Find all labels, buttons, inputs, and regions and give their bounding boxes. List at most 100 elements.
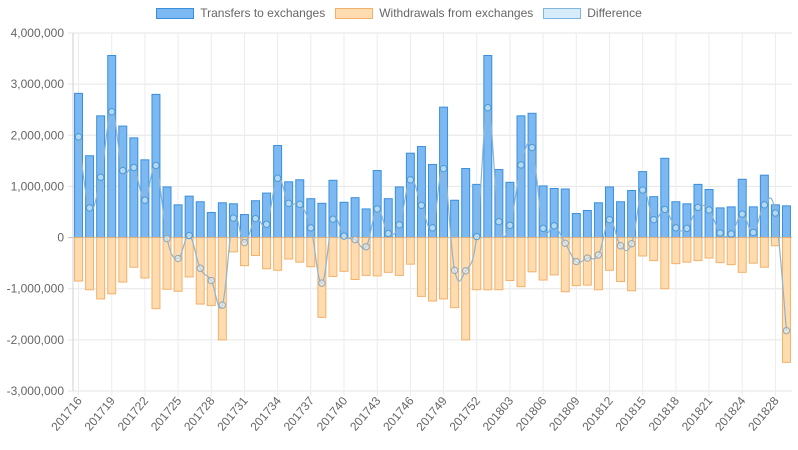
withdrawal-bar xyxy=(682,237,692,263)
transfer-bar xyxy=(494,169,504,239)
transfer-bar xyxy=(162,186,172,239)
withdrawal-bar xyxy=(428,237,437,302)
transfer-bar xyxy=(505,181,515,239)
transfer-bar xyxy=(416,146,426,239)
x-tick-label: 201828 xyxy=(745,394,782,434)
withdrawal-bar xyxy=(372,237,382,277)
difference-point xyxy=(74,133,83,141)
difference-point xyxy=(450,266,459,275)
withdrawal-bar xyxy=(439,237,449,300)
difference-point xyxy=(362,243,370,251)
difference-point xyxy=(384,229,392,238)
difference-point xyxy=(594,251,603,259)
transfer-bar xyxy=(605,186,614,239)
difference-point xyxy=(705,206,713,214)
withdrawal-bar xyxy=(737,237,747,273)
withdrawal-bar xyxy=(638,237,648,257)
y-tick-label: 3,000,000 xyxy=(11,77,65,91)
difference-point xyxy=(771,209,780,217)
difference-point xyxy=(340,232,348,240)
transfer-bar xyxy=(118,125,128,239)
withdrawal-bar xyxy=(483,237,493,291)
legend-item-withdrawals[interactable]: Withdrawals from exchanges xyxy=(335,6,533,20)
legend-item-difference[interactable]: Difference xyxy=(543,6,642,20)
difference-point xyxy=(130,163,138,172)
withdrawal-bar xyxy=(505,237,515,282)
withdrawal-bar xyxy=(527,237,537,273)
difference-point xyxy=(782,326,791,335)
transfer-bar xyxy=(284,181,294,239)
difference-point xyxy=(428,224,437,232)
difference-point xyxy=(96,173,105,181)
transfer-bar xyxy=(217,202,227,239)
difference-point xyxy=(152,161,160,170)
difference-point xyxy=(406,176,415,184)
difference-point xyxy=(307,224,315,232)
withdrawal-bar xyxy=(129,237,139,268)
transfer-bar xyxy=(317,202,327,239)
withdrawal-bar xyxy=(593,237,603,291)
withdrawal-bar xyxy=(649,237,659,262)
legend-label-transfers: Transfers to exchanges xyxy=(200,6,326,20)
withdrawal-bar xyxy=(284,237,294,260)
difference-point xyxy=(262,220,271,228)
difference-point xyxy=(650,215,658,224)
transfer-bar xyxy=(560,188,570,239)
legend-item-transfers[interactable]: Transfers to exchanges xyxy=(156,6,325,20)
difference-point xyxy=(572,257,580,266)
y-tick-label: 4,000,000 xyxy=(11,26,65,40)
withdrawal-bar xyxy=(118,237,128,283)
x-tick-label: 201806 xyxy=(513,394,550,434)
difference-point xyxy=(473,232,481,241)
y-tick-label: -3,000,000 xyxy=(7,384,65,398)
x-tick-label: 201716 xyxy=(48,394,85,434)
withdrawal-bar xyxy=(74,237,84,282)
difference-point xyxy=(351,235,359,244)
transfer-bar xyxy=(593,202,603,239)
withdrawal-bar xyxy=(616,237,626,283)
x-tick-label: 201812 xyxy=(579,394,616,434)
legend-swatch-difference xyxy=(543,7,582,19)
difference-point xyxy=(738,210,746,218)
difference-point xyxy=(229,214,238,222)
x-tick-label: 201821 xyxy=(679,394,716,434)
difference-point xyxy=(207,276,215,285)
difference-point xyxy=(539,224,547,233)
withdrawal-bar xyxy=(671,237,681,265)
withdrawal-bar xyxy=(151,237,161,310)
difference-point xyxy=(605,215,614,224)
difference-point xyxy=(273,174,282,182)
withdrawal-bar xyxy=(173,237,183,292)
difference-point xyxy=(561,239,569,247)
legend-swatch-withdrawals xyxy=(335,7,374,19)
difference-point xyxy=(218,301,227,309)
difference-point xyxy=(484,103,492,112)
x-tick-label: 201752 xyxy=(447,394,484,434)
difference-point xyxy=(439,164,448,173)
withdrawal-bar xyxy=(605,237,614,271)
difference-point xyxy=(395,221,404,229)
withdrawal-bar xyxy=(405,237,415,265)
transfer-bar xyxy=(450,199,460,239)
difference-point xyxy=(672,224,680,232)
withdrawal-bar xyxy=(239,237,249,267)
transfer-bar xyxy=(781,205,791,239)
difference-point xyxy=(495,218,503,226)
difference-point xyxy=(638,186,647,194)
transfer-bar xyxy=(350,197,360,239)
difference-point xyxy=(694,203,702,212)
transfer-bar xyxy=(273,145,283,239)
withdrawal-bar xyxy=(217,237,227,341)
difference-point xyxy=(318,279,326,287)
difference-point xyxy=(174,254,182,263)
x-tick-label: 201815 xyxy=(613,394,650,434)
difference-point xyxy=(727,230,735,238)
withdrawal-bar xyxy=(494,237,504,291)
difference-point xyxy=(251,214,260,223)
withdrawal-bar xyxy=(660,237,670,290)
withdrawal-bar xyxy=(107,237,117,295)
withdrawal-bar xyxy=(317,237,327,318)
difference-point xyxy=(461,267,470,275)
transfer-bar xyxy=(405,152,415,239)
